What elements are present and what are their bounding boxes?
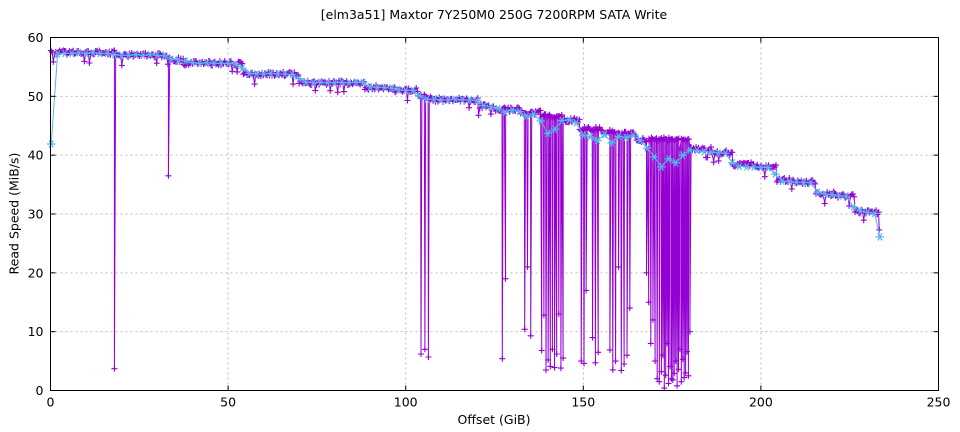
svg-text:250: 250 <box>927 395 951 410</box>
svg-text:0: 0 <box>47 395 55 410</box>
svg-text:50: 50 <box>220 395 236 410</box>
svg-text:0: 0 <box>36 383 44 398</box>
svg-text:40: 40 <box>28 148 44 163</box>
x-axis-label: Offset (GiB) <box>457 412 531 427</box>
svg-text:60: 60 <box>28 30 44 45</box>
svg-text:100: 100 <box>394 395 418 410</box>
svg-text:150: 150 <box>571 395 595 410</box>
svg-text:20: 20 <box>28 265 44 280</box>
svg-text:10: 10 <box>28 324 44 339</box>
svg-text:50: 50 <box>28 89 44 104</box>
svg-text:200: 200 <box>749 395 773 410</box>
svg-text:30: 30 <box>28 207 44 222</box>
chart-title: [elm3a51] Maxtor 7Y250M0 250G 7200RPM SA… <box>320 7 668 22</box>
